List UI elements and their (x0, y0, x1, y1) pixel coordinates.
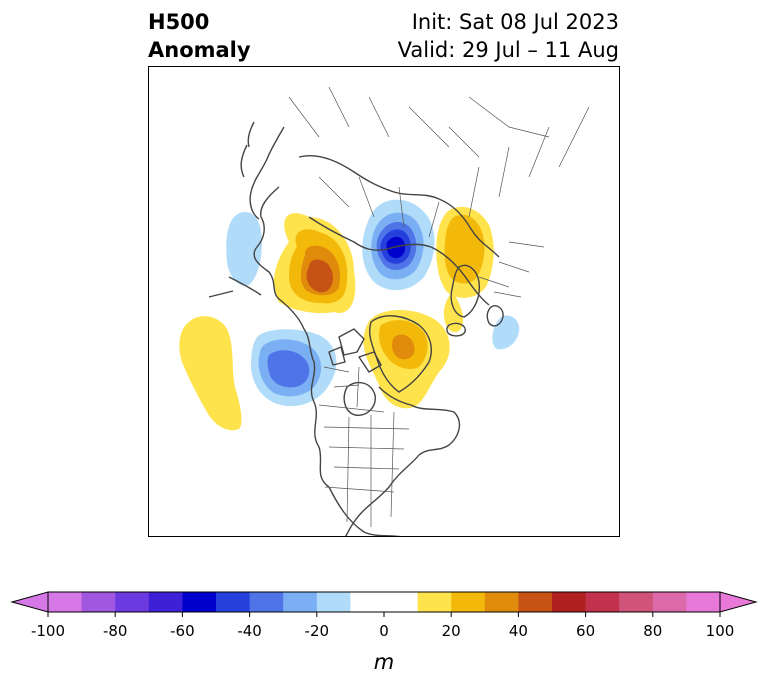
colorbar-segment (652, 592, 687, 612)
colorbar-segment (552, 592, 587, 612)
colorbar-segment (518, 592, 553, 612)
colorbar-under-arrow (10, 591, 49, 613)
forecast-info: Init: Sat 08 Jul 2023 Valid: 29 Jul – 11… (398, 8, 619, 64)
asia-east-coast (249, 126, 285, 220)
colorbar-segment (350, 592, 419, 612)
anomaly-contours (179, 199, 520, 431)
colorbar-tick-label: -40 (237, 622, 262, 640)
colorbar-tick-label: 80 (643, 622, 662, 640)
colorbar-tick-label: -100 (31, 622, 65, 640)
colorbar-segment (249, 592, 284, 612)
colorbar-segments (48, 592, 721, 612)
colorbar-segment (216, 592, 251, 612)
colorbar-segment (585, 592, 620, 612)
arctic-archipelago (328, 328, 382, 373)
anomaly-positive-greenland (363, 310, 450, 409)
map-svg (179, 86, 590, 536)
eurasia-north-coast (308, 216, 490, 306)
colorbar-tick-label: 60 (576, 622, 595, 640)
anomaly-negative-atlantic (492, 315, 520, 350)
colorbar-tick-label: 100 (706, 622, 735, 640)
alaska-aleutians (208, 276, 262, 298)
colorbar-segment (283, 592, 318, 612)
title-variable: H500 (148, 10, 210, 34)
colorbar-unit: m (373, 650, 395, 674)
anomaly-map (148, 66, 620, 537)
canada-provinces (323, 366, 360, 408)
anomaly-negative-bering (226, 212, 262, 286)
iceland (446, 322, 466, 337)
colorbar-segment (451, 592, 486, 612)
asia-borders (288, 86, 550, 158)
europe-borders (478, 241, 545, 298)
colorbar-segment (48, 592, 83, 612)
colorbar-tick-label: -80 (103, 622, 128, 640)
colorbar-segment (148, 592, 183, 612)
colorbar-segment (417, 592, 452, 612)
colorbar-over-arrow (719, 591, 758, 613)
colorbar-segment (619, 592, 654, 612)
political-borders (288, 86, 590, 527)
north-america-west-coast (253, 186, 330, 488)
colorbar-segment (484, 592, 519, 612)
anomaly-positive-europe (436, 206, 494, 333)
us-canada-border (318, 404, 385, 413)
scandinavia (450, 264, 481, 318)
japan-kamchatka (240, 121, 255, 178)
colorbar: -100 -80 -60 -40 -20 0 20 40 60 80 100 (10, 591, 758, 640)
colorbar-segment (81, 592, 116, 612)
anomaly-positive-siberia (273, 213, 356, 314)
gulf-coast (328, 486, 402, 536)
colorbar-segment (316, 592, 351, 612)
colorbar-segment (115, 592, 150, 612)
colorbar-tick-label: -60 (170, 622, 195, 640)
anomaly-negative-alaska (251, 329, 337, 407)
colorbar-tick-label: 40 (509, 622, 528, 640)
siberia-coast (298, 155, 500, 258)
colorbar-ticks: -100 -80 -60 -40 -20 0 20 40 60 80 100 (31, 612, 734, 640)
colorbar-tick-label: -20 (305, 622, 330, 640)
colorbar-tick-label: 0 (379, 622, 389, 640)
chart-title: H500 Anomaly (148, 8, 251, 64)
title-anomaly: Anomaly (148, 38, 251, 62)
valid-range: Valid: 29 Jul – 11 Aug (397, 38, 619, 62)
us-state-lines (323, 411, 410, 527)
colorbar-segment (182, 592, 217, 612)
north-america-east-coast (344, 386, 461, 536)
colorbar-segment (686, 592, 721, 612)
init-date: Init: Sat 08 Jul 2023 (411, 10, 619, 34)
russia-regions (318, 106, 590, 238)
british-isles (486, 305, 504, 327)
colorbar-tick-label: 20 (442, 622, 461, 640)
anomaly-positive-pacific (179, 316, 242, 431)
